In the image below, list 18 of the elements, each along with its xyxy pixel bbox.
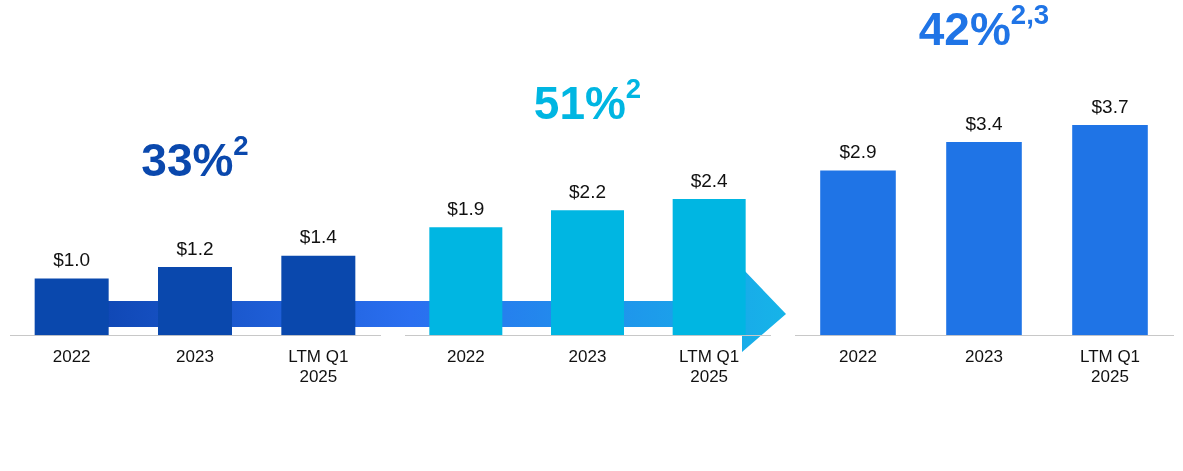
data-label: $3.7 xyxy=(1091,95,1129,117)
x-tick-label: 2023 xyxy=(568,347,607,367)
x-tick-label: LTM Q1 2025 xyxy=(288,347,349,387)
x-tick-label: 2022 xyxy=(446,347,485,367)
data-label: $1.0 xyxy=(53,249,91,271)
data-label: $2.4 xyxy=(690,169,729,191)
data-label: $1.2 xyxy=(176,237,214,259)
data-label: $1.4 xyxy=(299,226,338,248)
data-label: $1.9 xyxy=(447,198,485,220)
data-label: $2.9 xyxy=(839,141,877,163)
x-tick-label: LTM Q1 2025 xyxy=(679,347,740,387)
x-tick-label: LTM Q1 2025 xyxy=(1079,347,1141,387)
data-label: $2.2 xyxy=(569,180,606,202)
data-label: $3.4 xyxy=(965,112,1003,134)
x-tick-label: 2023 xyxy=(176,347,214,367)
x-tick-label: 2023 xyxy=(965,347,1003,367)
x-tick-label: 2022 xyxy=(52,347,91,367)
x-tick-label: 2022 xyxy=(839,347,877,367)
